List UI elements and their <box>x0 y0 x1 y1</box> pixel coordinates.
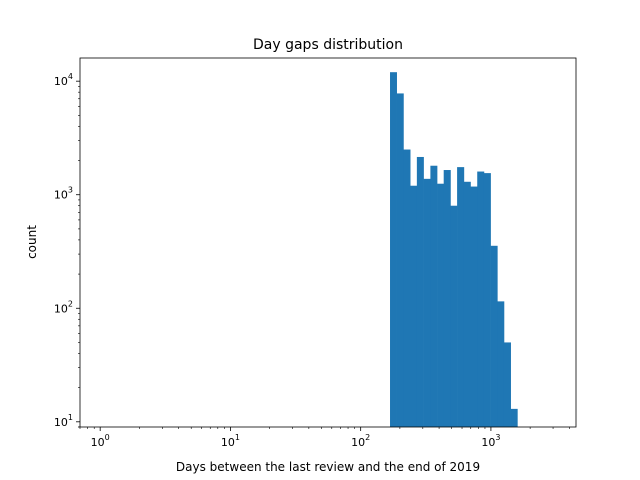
x-axis-ticks: 100 101 102 103 <box>79 427 570 449</box>
y-axis-ticks: 101 102 103 104 <box>54 72 80 429</box>
histogram-bar <box>410 185 418 427</box>
histogram-bar <box>457 167 465 427</box>
y-tick-label: 101 <box>54 413 73 429</box>
histogram-bar <box>423 178 431 427</box>
histogram-bar <box>490 245 498 427</box>
x-tick-label: 103 <box>481 433 500 449</box>
histogram-bar <box>390 72 397 427</box>
histogram-bar <box>396 93 404 428</box>
x-tick-label: 100 <box>91 433 110 449</box>
x-tick-label: 102 <box>351 433 370 449</box>
histogram-bars <box>390 72 518 428</box>
histogram-bar <box>503 342 511 427</box>
y-axis-label: count <box>25 225 39 259</box>
y-tick-label: 104 <box>54 72 73 88</box>
plot-frame <box>79 57 577 428</box>
histogram-bar <box>443 170 451 427</box>
histogram-bar <box>430 165 438 428</box>
histogram-bar <box>403 149 411 428</box>
histogram-bar <box>483 173 491 427</box>
histogram-bar <box>450 205 458 427</box>
histogram-bar <box>510 408 518 427</box>
histogram-bar <box>437 183 444 427</box>
histogram-bar <box>477 171 485 427</box>
y-tick-label: 103 <box>54 186 73 202</box>
histogram-bar <box>463 181 471 427</box>
x-axis-label: Days between the last review and the end… <box>176 460 480 474</box>
y-tick-label: 102 <box>54 299 73 315</box>
x-tick-label: 101 <box>221 433 240 449</box>
chart-title: Day gaps distribution <box>253 37 403 53</box>
histogram-bar <box>470 186 478 427</box>
histogram-bar <box>416 156 424 427</box>
histogram-bar <box>497 301 505 427</box>
